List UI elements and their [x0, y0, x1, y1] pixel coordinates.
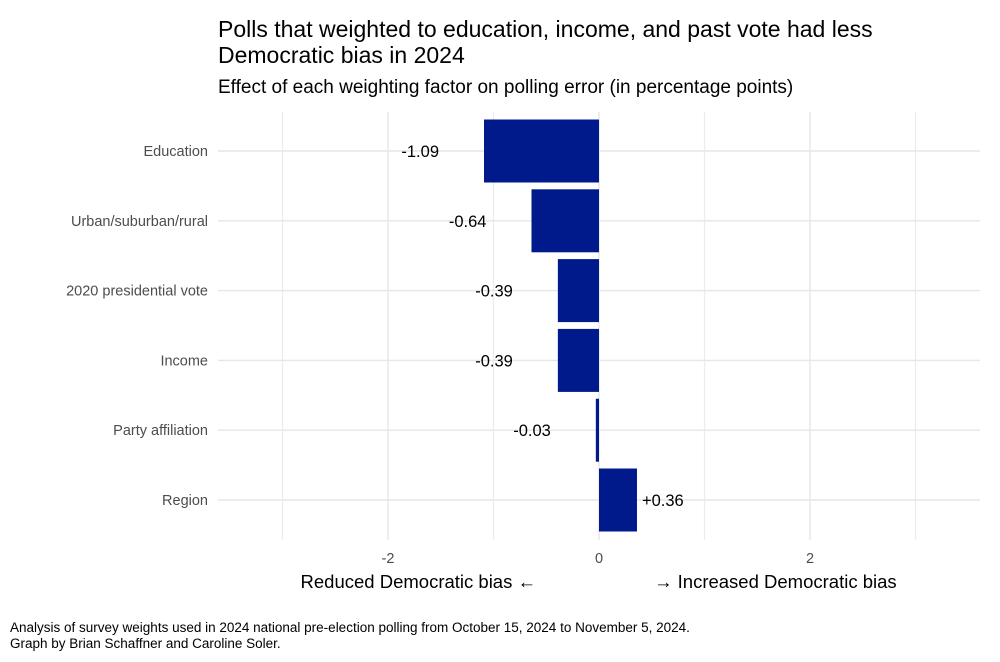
y-tick-label: 2020 presidential vote: [66, 284, 208, 300]
data-label: +0.36: [642, 492, 684, 510]
caption-line-source: Analysis of survey weights used in 2024 …: [10, 620, 690, 635]
bar: [599, 468, 637, 532]
bar: [557, 328, 599, 392]
y-tick-label: Urban/suburban/rural: [71, 214, 208, 230]
y-tick-label: Region: [162, 493, 208, 509]
bar: [531, 189, 599, 253]
x-tick-label: -2: [382, 551, 395, 567]
data-label: -1.09: [401, 143, 439, 161]
data-label: -0.03: [513, 422, 551, 440]
data-label: -0.39: [475, 283, 513, 301]
bar: [484, 119, 599, 183]
y-tick-label: Education: [144, 144, 209, 160]
data-label: -0.64: [449, 213, 487, 231]
bar: [595, 398, 599, 462]
data-label: -0.39: [475, 352, 513, 370]
chart-title: Polls that weighted to education, income…: [218, 16, 873, 68]
caption-line-credit: Graph by Brian Schaffner and Caroline So…: [10, 636, 281, 651]
bar: [557, 259, 599, 323]
y-tick-label: Income: [160, 353, 208, 369]
caption: Analysis of survey weights used in 2024 …: [10, 620, 690, 652]
x-tick-label: 0: [595, 551, 603, 567]
x-tick-label: 2: [806, 551, 814, 567]
chart-subtitle: Effect of each weighting factor on polli…: [218, 77, 794, 98]
x-axis-label-right: → Increased Democratic bias: [654, 571, 897, 592]
y-tick-label: Party affiliation: [113, 423, 208, 439]
x-axis-label-left: Reduced Democratic bias ←: [301, 571, 536, 592]
